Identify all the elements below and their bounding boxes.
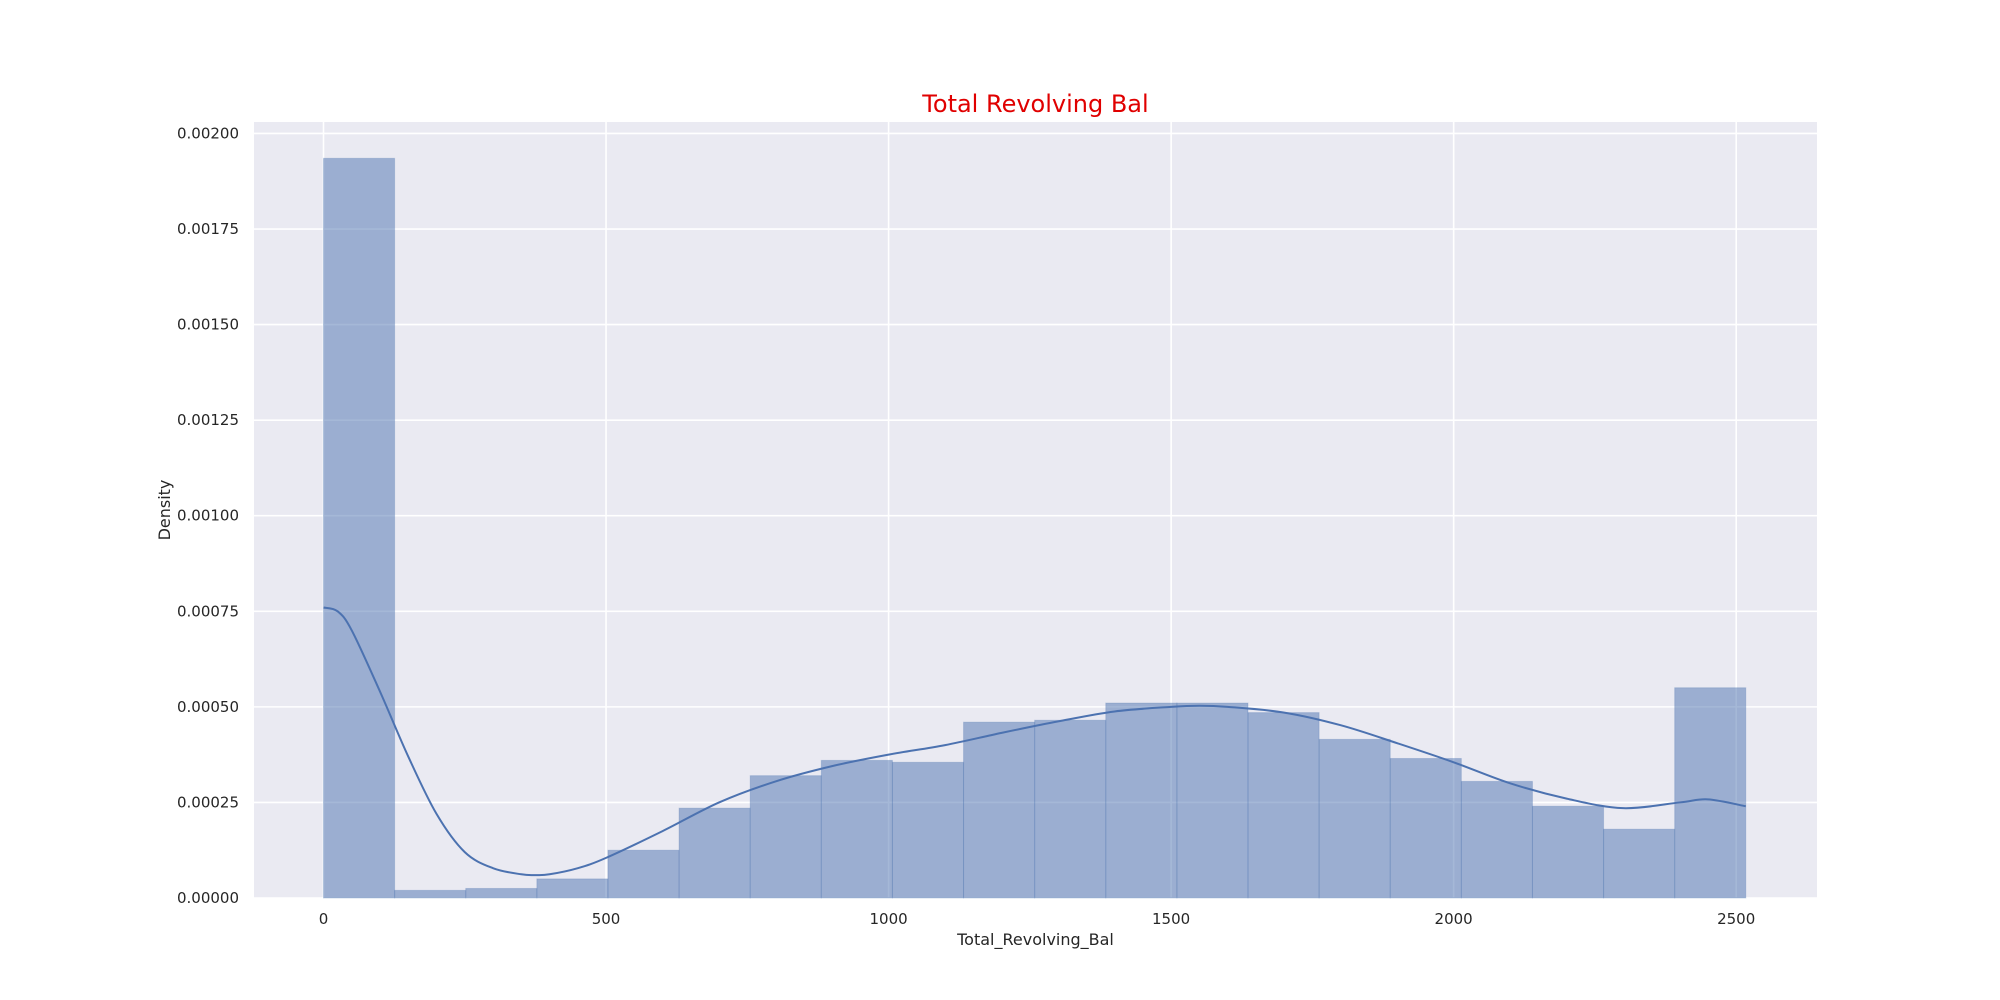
y-axis-ticks: 0.00000 0.00025 0.00050 0.00075 0.00100 0.001… [177,124,239,907]
x-tick-label-5: 2500 [1717,910,1755,928]
histogram-bar-3 [536,878,609,899]
y-tick-label-0: 0.00000 [177,889,239,907]
y-tick-label-2: 0.00050 [177,698,239,716]
x-tick-label-0: 0 [319,910,329,928]
y-tick-label-8: 0.00200 [177,124,239,142]
histogram-bar-6 [749,775,822,899]
histogram-bar-12 [1176,702,1249,899]
histogram-bar-16 [1460,780,1533,899]
y-axis-label: Density [155,480,174,541]
histogram-bar-15 [1389,757,1462,899]
histogram-bar-19 [1674,687,1747,899]
x-tick-label-4: 2000 [1435,910,1473,928]
y-tick-label-1: 0.00025 [177,793,239,811]
histogram-bar-0 [323,157,396,899]
histogram-bar-18 [1603,828,1676,899]
y-tick-label-3: 0.00075 [177,602,239,620]
grid-lines [254,122,1817,899]
y-tick-label-5: 0.00125 [177,411,239,429]
chart-title: Total Revolving Bal [921,90,1148,118]
histogram-bar-17 [1531,805,1605,899]
histogram-bar-5 [678,807,751,899]
y-tick-label-6: 0.00150 [177,316,239,334]
histogram-bar-4 [607,849,680,899]
kde-curve [323,606,1746,877]
x-tick-label-2: 1000 [869,910,907,928]
x-tick-label-3: 1500 [1152,910,1190,928]
histogram-bar-8 [891,761,965,899]
histogram-bar-10 [1034,719,1107,899]
histogram-bar-2 [465,887,538,899]
histogram-bar-11 [1105,702,1178,899]
y-tick-label-7: 0.00175 [177,220,239,238]
x-tick-label-1: 500 [592,910,621,928]
histogram-bar-1 [394,889,467,899]
histogram-bar-14 [1318,738,1391,899]
x-axis-label: Total_Revolving_Bal [956,930,1114,950]
histogram-bar-13 [1247,712,1320,899]
x-axis-ticks: 0 500 1000 1500 2000 2500 [319,910,1756,928]
histogram-bar-9 [963,721,1036,899]
histogram-bars [323,157,1747,899]
histogram-bar-7 [820,759,893,899]
y-tick-label-4: 0.00100 [177,507,239,525]
